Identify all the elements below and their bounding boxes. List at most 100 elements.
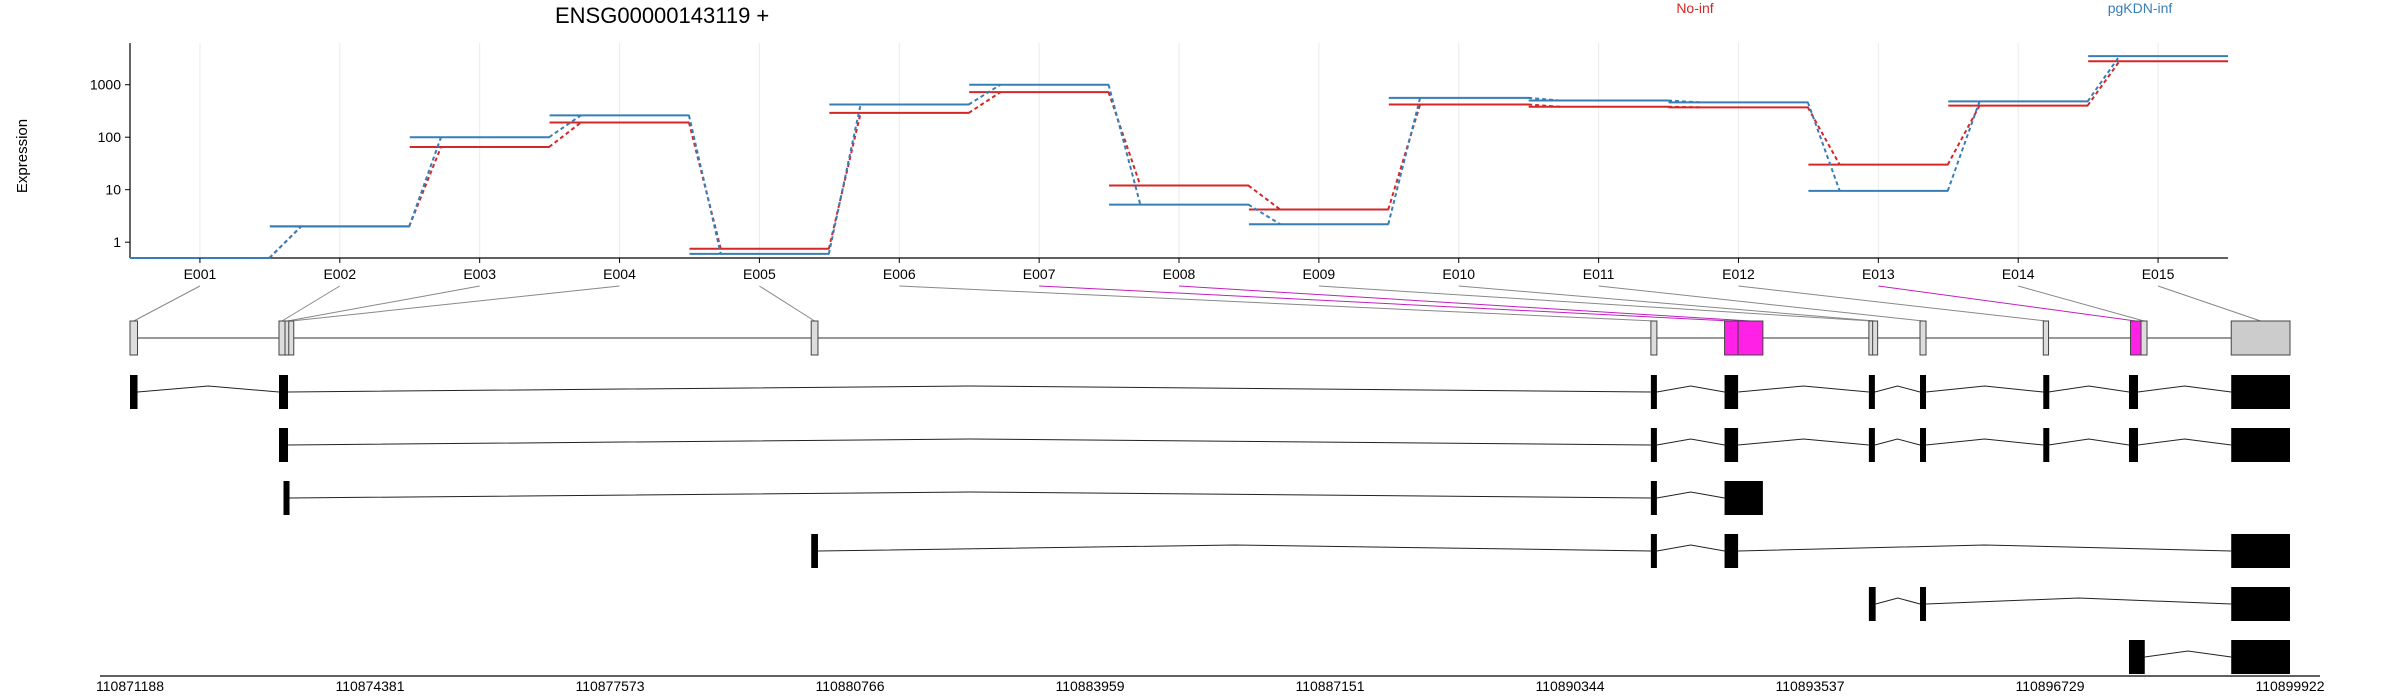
intron-line [1738, 385, 1869, 393]
intron-line [2048, 385, 2130, 393]
transcript-exon [1920, 428, 1927, 462]
genomic-tick-label: 110893537 [1775, 678, 1844, 694]
series-connector [968, 83, 1001, 106]
x-tick-label: E012 [1722, 266, 1755, 282]
intron-line [1656, 385, 1725, 393]
x-tick-label: E002 [323, 266, 356, 282]
transcript-exon [278, 375, 289, 409]
intron-line [1874, 438, 1921, 446]
transcript-exon [2043, 428, 2050, 462]
transcript-exon [1650, 481, 1657, 515]
series-connector [1247, 203, 1281, 226]
series-connector [968, 91, 1002, 114]
genomic-tick-label: 110871188 [96, 678, 164, 694]
y-tick-label: 1 [113, 234, 121, 250]
transcript-exon [2231, 640, 2290, 674]
series-connector [548, 114, 582, 139]
series-connector [827, 104, 862, 255]
series-pgkdn-inf [130, 55, 2228, 259]
transcript-row [283, 481, 1763, 515]
intron-line [1875, 597, 1921, 605]
transcript-exon [130, 375, 138, 409]
exon-box [1650, 320, 1658, 356]
y-tick-label: 100 [98, 129, 122, 145]
transcript-row [811, 534, 2290, 568]
exon-connector-line [287, 285, 480, 322]
intron-line [2137, 438, 2232, 446]
x-tick-label: E001 [184, 266, 217, 282]
series-connector [1528, 96, 1561, 102]
transcript-exon [811, 534, 818, 568]
exon-connector-line [1598, 285, 1924, 322]
y-tick-label: 10 [105, 182, 121, 198]
exon-box [2230, 320, 2291, 356]
x-tick-label: E004 [603, 266, 636, 282]
transcript-exon [2231, 375, 2290, 409]
genomic-tick-label: 110890344 [1535, 678, 1604, 694]
genomic-tick-label: 110880766 [815, 678, 884, 694]
exon-box [2042, 320, 2050, 356]
transcript-exon [1920, 587, 1927, 621]
series-connector [408, 146, 442, 227]
transcript-exon [2231, 534, 2290, 568]
exon-box [1919, 320, 1927, 356]
transcript-exon [1724, 534, 1739, 568]
x-tick-label: E003 [463, 266, 496, 282]
series-lines [130, 55, 2228, 259]
exon-connector-line [133, 285, 201, 322]
intron-line [289, 491, 1651, 499]
exon-box [2129, 320, 2142, 356]
exon-box [129, 320, 139, 356]
series-connector [2086, 55, 2121, 103]
genomic-tick-label: 110896729 [2015, 678, 2084, 694]
exon-box [1724, 320, 1739, 356]
exon-connector-line [1318, 285, 1872, 322]
intron-line [1925, 385, 2044, 393]
x-tick-label: E006 [883, 266, 916, 282]
x-tick-label: E005 [743, 266, 776, 282]
transcript-exon [1650, 428, 1657, 462]
x-tick-label: E011 [1583, 266, 1615, 282]
gene-model [129, 320, 2291, 356]
intron-line [2144, 650, 2232, 658]
exon-box [288, 320, 295, 356]
exon-box [1737, 320, 1764, 356]
transcript-exon [283, 481, 290, 515]
intron-line [1926, 597, 2232, 605]
intron-line [817, 544, 1651, 552]
exon-box [1872, 320, 1879, 356]
transcript-row [1868, 587, 2290, 621]
intron-line [288, 438, 1651, 446]
intron-line [1656, 544, 1725, 552]
exon-tick-labels: E001 E002 E003 E004 E005 E006 E007 E008 E009 E010… [184, 258, 2175, 282]
exon-connector-line [291, 285, 620, 322]
transcript-row [2128, 640, 2290, 674]
series-connector [687, 115, 722, 255]
intron-line [1656, 491, 1725, 499]
genomic-tick-label: 110887151 [1295, 678, 1364, 694]
legend-no-inf: No-inf [1676, 0, 1713, 16]
series-connector [2086, 60, 2121, 107]
transcripts [130, 375, 2290, 674]
intron-line [1738, 438, 1869, 446]
transcript-exon [2043, 375, 2050, 409]
intron-line [2137, 385, 2232, 393]
y-tick-label: 1000 [90, 77, 121, 93]
intron-line [1738, 544, 2232, 552]
transcript-exon [1920, 375, 1927, 409]
series-connector [1946, 101, 1981, 192]
transcript-exon [1868, 375, 1875, 409]
exon-connectors [133, 285, 2261, 322]
series-connector [1946, 105, 1981, 166]
exon-connector-line [1878, 285, 2136, 322]
x-tick-label: E014 [2002, 266, 2035, 282]
exon-box [2140, 320, 2148, 356]
exon-box [810, 320, 819, 356]
transcript-exon [1868, 587, 1876, 621]
exon-connector-line [1039, 285, 1732, 322]
transcript-exon [2128, 375, 2139, 409]
series-connector [1806, 102, 1841, 192]
x-tick-label: E013 [1862, 266, 1895, 282]
series-connector [1107, 84, 1142, 205]
